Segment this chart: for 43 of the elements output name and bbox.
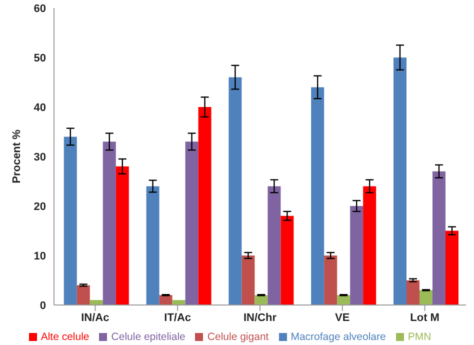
y-tick-label: 20 bbox=[34, 200, 46, 213]
x-tick-label: IN/Ac bbox=[81, 312, 110, 324]
legend-label: Celule gigant bbox=[207, 331, 269, 343]
y-axis-title: Procent % bbox=[10, 129, 23, 184]
bar bbox=[172, 300, 186, 305]
y-tick-label: 50 bbox=[34, 52, 46, 64]
bar bbox=[324, 256, 338, 305]
y-tick-label: 10 bbox=[34, 250, 46, 262]
y-tick-label: 0 bbox=[40, 300, 46, 312]
bar bbox=[311, 87, 324, 305]
bar bbox=[337, 295, 350, 305]
bar bbox=[198, 107, 212, 305]
bar bbox=[254, 295, 268, 305]
bar bbox=[90, 300, 103, 305]
legend-label: Alte celule bbox=[40, 331, 90, 343]
bar bbox=[64, 136, 77, 305]
legend-label: Macrofage alveolare bbox=[290, 331, 386, 343]
bar bbox=[393, 58, 406, 305]
bar bbox=[280, 216, 294, 305]
bar bbox=[406, 280, 420, 305]
bar bbox=[146, 186, 160, 305]
bar bbox=[102, 142, 116, 305]
bar bbox=[242, 256, 255, 305]
bar bbox=[185, 142, 198, 305]
bar bbox=[419, 290, 432, 305]
x-tick-label: IN/Chr bbox=[244, 312, 278, 324]
bar bbox=[350, 206, 364, 305]
bar bbox=[159, 295, 172, 305]
y-tick-label: 40 bbox=[34, 102, 46, 114]
bar bbox=[228, 77, 242, 305]
legend-label: Celule epiteliale bbox=[111, 331, 186, 343]
x-tick-label: VE bbox=[335, 312, 350, 324]
x-tick-label: Lot M bbox=[410, 312, 440, 324]
y-tick-label: 60 bbox=[34, 2, 46, 15]
bar bbox=[445, 230, 458, 305]
x-tick-label: IT/Ac bbox=[164, 312, 192, 324]
legend-label: PMN bbox=[408, 331, 432, 343]
bar bbox=[116, 166, 129, 305]
bar bbox=[432, 171, 446, 305]
bar bbox=[363, 186, 376, 305]
bar bbox=[268, 186, 281, 305]
y-tick-label: 30 bbox=[34, 151, 46, 164]
bar bbox=[76, 285, 90, 305]
